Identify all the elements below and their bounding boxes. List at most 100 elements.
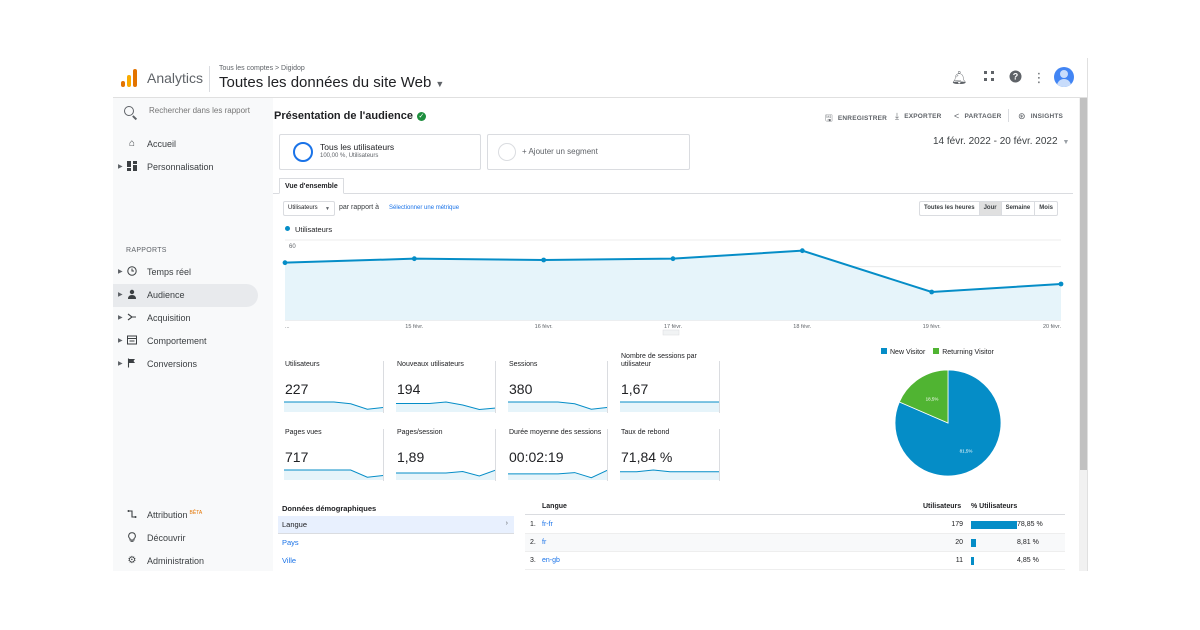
bell-icon[interactable]: 🔔︎ (951, 70, 968, 85)
analytics-logo-icon[interactable] (121, 69, 139, 87)
data-point[interactable] (541, 257, 547, 263)
select-metric-link[interactable]: Sélectionner une métrique (389, 205, 460, 211)
sidebar-item-behavior[interactable]: ▶ Comportement (118, 335, 207, 347)
segment-all-users[interactable]: Tous les utilisateurs 100,00 %, Utilisat… (279, 134, 481, 170)
metric-divider (495, 429, 496, 481)
metric-divider (719, 361, 720, 413)
granularity-button[interactable]: Toutes les heures (924, 205, 975, 211)
metric-card[interactable]: Pages vues 717 (273, 429, 385, 484)
row-users: 20 (955, 539, 963, 546)
sidebar-item-admin[interactable]: ⚙ Administration (127, 555, 205, 566)
main-content: Présentation de l'audience ✓ 🖫︎ ENREGISTRE… (273, 98, 1079, 571)
expand-arrow-icon: ▶ (118, 292, 123, 298)
demo-item-country[interactable]: Pays (282, 538, 299, 547)
pie-slice-label: 81,5% (960, 448, 973, 453)
granularity-button[interactable]: Jour (978, 202, 1001, 215)
help-icon[interactable]: ? (1007, 70, 1023, 86)
data-point[interactable] (929, 289, 935, 295)
insights-button[interactable]: ⊛ INSIGHTS (1018, 111, 1064, 121)
metric-sparkline (284, 469, 384, 480)
sidebar-item-discover[interactable]: Découvrir (113, 527, 258, 550)
data-point[interactable] (282, 260, 288, 266)
percent-bar (971, 539, 977, 547)
sidebar-item-acquisition[interactable]: ▶ Acquisition (118, 313, 191, 323)
metric-card[interactable]: Durée moyenne des sessions 00:02:19 (497, 429, 609, 484)
language-link[interactable]: en-gb (542, 557, 560, 564)
table-row: 2. fr 20 8,81 % (525, 534, 1065, 552)
sidebar-search[interactable] (113, 98, 273, 128)
pie-slice[interactable] (898, 369, 949, 424)
chart-resize-handle[interactable] (662, 329, 680, 336)
property-selector[interactable]: Toutes les données du site Web ▼ (219, 74, 444, 91)
verified-check-icon: ✓ (416, 112, 426, 121)
metric-card[interactable]: Nombre de sessions par utilisateur 1,67 (609, 353, 721, 416)
metric-divider (495, 361, 496, 413)
metric-label: Taux de rebond (621, 429, 670, 436)
x-tick-label: 16 févr. (535, 324, 554, 330)
demographics-title: Données démographiques (282, 504, 377, 513)
language-link[interactable]: fr-fr (542, 521, 553, 528)
ga-window: Analytics Tous les comptes > Digidop Tou… (113, 58, 1088, 571)
share-button[interactable]: < PARTAGER (954, 111, 1002, 121)
download-icon: ⤓ (895, 111, 900, 121)
sidebar-item-audience[interactable]: ▶ Audience (113, 284, 258, 307)
sparkline-line (508, 469, 608, 479)
series-dot (285, 226, 290, 231)
tab-overview[interactable]: Vue d'ensemble (279, 178, 344, 194)
expand-arrow-icon: ▶ (118, 164, 123, 170)
sparkline-area (620, 470, 720, 480)
metric-dropdown[interactable]: Utilisateurs ▼ (283, 201, 335, 216)
svg-text:?: ? (1012, 72, 1018, 82)
breadcrumb[interactable]: Tous les comptes > Digidop (219, 65, 305, 72)
sidebar-item-customization[interactable]: ▶ Personnalisation (118, 161, 214, 173)
row-users: 11 (955, 557, 963, 564)
row-rank: 3. (530, 557, 536, 564)
granularity-button[interactable]: Mois (1034, 202, 1057, 215)
scrollbar[interactable] (1079, 98, 1087, 571)
percent-bar (971, 557, 974, 565)
metric-card[interactable]: Utilisateurs 227 (273, 361, 385, 416)
metric-card[interactable]: Nouveaux utilisateurs 194 (385, 361, 497, 416)
demo-item-language[interactable]: Langue › (278, 516, 514, 534)
chevron-right-icon: › (505, 520, 508, 527)
data-point[interactable] (1058, 281, 1064, 287)
metric-card[interactable]: Taux de rebond 71,84 % (609, 429, 721, 484)
row-rank: 1. (530, 521, 536, 528)
granularity-toggle: Toutes les heures Jour Semaine Mois (919, 201, 1058, 216)
sidebar-item-realtime[interactable]: ▶ Temps réel (118, 266, 192, 277)
metric-card[interactable]: Pages/session 1,89 (385, 429, 497, 484)
sparkline-area (508, 402, 608, 412)
legend-swatch (933, 348, 940, 354)
flag-icon (126, 358, 138, 370)
behavior-icon (126, 335, 138, 347)
date-range-picker[interactable]: 14 févr. 2022 - 20 févr. 2022 ▼ (933, 136, 1070, 147)
language-link[interactable]: fr (542, 539, 547, 546)
add-segment-button[interactable]: + Ajouter un segment (487, 134, 690, 170)
more-vert-icon[interactable]: ⋮ (1032, 70, 1046, 85)
data-point[interactable] (411, 256, 417, 262)
export-button[interactable]: ⤓ EXPORTER (895, 111, 942, 121)
dashboard-icon (126, 161, 138, 173)
search-input[interactable] (149, 106, 267, 115)
metric-value: 00:02:19 (509, 449, 564, 465)
data-point[interactable] (670, 256, 676, 262)
row-percent: 4,85 % (1017, 557, 1039, 564)
property-title: Toutes les données du site Web (219, 74, 432, 91)
sidebar-item-attribution[interactable]: Attribution BÊTA (113, 504, 258, 527)
sparkline-line (396, 401, 496, 411)
table-row: 1. fr-fr 179 78,85 % (525, 516, 1065, 534)
metric-value: 194 (397, 381, 421, 397)
save-button[interactable]: 🖫︎ ENREGISTRER (825, 113, 888, 123)
sidebar-item-home[interactable]: ⌂ Accueil (113, 133, 258, 156)
compare-label: par rapport à (339, 204, 380, 211)
demo-item-city[interactable]: Ville (282, 556, 297, 565)
sidebar-item-conversions[interactable]: ▶ Conversions (118, 358, 198, 370)
account-avatar[interactable] (1054, 67, 1074, 87)
granularity-button[interactable]: Semaine (1000, 202, 1035, 215)
metric-label: Utilisateurs (285, 361, 320, 368)
data-point[interactable] (799, 248, 805, 254)
apps-icon[interactable] (981, 70, 997, 85)
metric-card[interactable]: Sessions 380 (497, 361, 609, 416)
attribution-icon (126, 509, 138, 521)
scrollbar-thumb[interactable] (1080, 98, 1087, 470)
